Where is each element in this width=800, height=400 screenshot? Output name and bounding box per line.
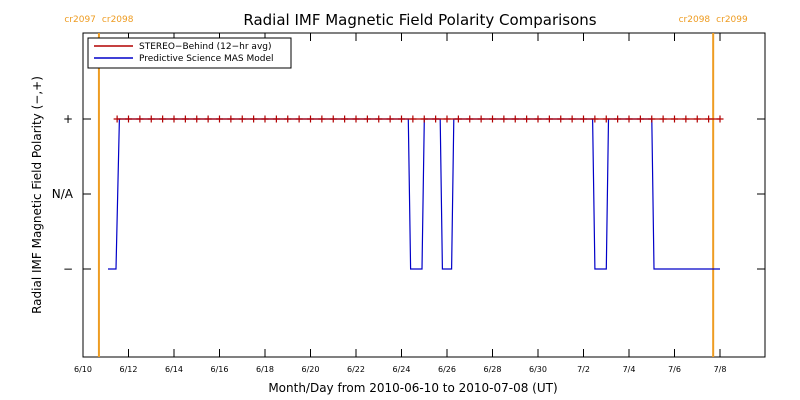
- data-point-marker: [500, 115, 508, 123]
- data-point-marker: [409, 115, 417, 123]
- series-lines: [108, 115, 724, 270]
- x-tick-label: 6/28: [484, 365, 502, 374]
- data-point-marker: [523, 115, 531, 123]
- x-tick-label: 6/12: [120, 365, 138, 374]
- data-point-marker: [318, 115, 326, 123]
- y-tick-label: +: [63, 112, 73, 126]
- x-tick-label: 6/10: [74, 365, 92, 374]
- data-point-marker: [614, 115, 622, 123]
- data-point-marker: [204, 115, 212, 123]
- data-point-marker: [636, 115, 644, 123]
- carrington-label-left: cr2097: [64, 15, 96, 25]
- data-point-marker: [250, 115, 258, 123]
- x-axis: 6/10 6/12 6/14 6/16 6/18 6/20 6/22 6/24 6/26 6/28…: [74, 33, 726, 374]
- x-tick-label: 6/24: [393, 365, 411, 374]
- data-point-marker: [545, 115, 553, 123]
- data-point-marker: [602, 115, 610, 123]
- plot-frame: [82, 32, 766, 358]
- data-point-marker: [295, 115, 303, 123]
- data-point-marker: [648, 115, 656, 123]
- x-tick-label: 6/26: [438, 365, 456, 374]
- legend-box: [87, 37, 292, 69]
- data-point-marker: [352, 115, 360, 123]
- data-point-marker: [147, 115, 155, 123]
- y-axis: + N/A −: [52, 112, 765, 276]
- x-tick-label: 7/2: [577, 365, 590, 374]
- x-tick-label: 6/30: [529, 365, 547, 374]
- x-tick-label: 6/18: [256, 365, 274, 374]
- data-point-marker: [113, 115, 121, 123]
- x-tick-label: 7/4: [623, 365, 636, 374]
- data-point-marker: [227, 115, 235, 123]
- carrington-markers: cr2097 cr2098 cr2098 cr2099: [64, 15, 748, 357]
- data-point-marker: [557, 115, 565, 123]
- data-point-marker: [511, 115, 519, 123]
- data-point-marker: [489, 115, 496, 123]
- x-tick-label: 6/16: [211, 365, 229, 374]
- y-axis-label: Radial IMF Magnetic Field Polarity (−,+): [30, 76, 44, 314]
- carrington-label-right: cr2098: [102, 15, 134, 25]
- legend: STEREO−Behind (12−hr avg) Predictive Scie…: [87, 37, 292, 69]
- x-tick-label: 6/20: [302, 365, 320, 374]
- data-point-marker: [466, 115, 474, 123]
- data-point-marker: [170, 115, 178, 123]
- data-point-marker: [238, 115, 246, 123]
- data-point-marker: [705, 115, 713, 123]
- data-point-marker: [671, 115, 678, 123]
- y-tick-label: N/A: [52, 187, 74, 201]
- data-point-marker: [534, 115, 542, 123]
- data-point-marker: [625, 115, 633, 123]
- data-point-marker: [181, 115, 189, 123]
- data-point-marker: [477, 115, 485, 123]
- data-point-marker: [693, 115, 701, 123]
- data-point-marker: [375, 115, 383, 123]
- data-point-marker: [216, 115, 223, 123]
- x-tick-label: 7/8: [714, 365, 727, 374]
- carrington-label-left: cr2098: [679, 15, 711, 25]
- data-point-marker: [432, 115, 440, 123]
- data-point-marker: [159, 115, 167, 123]
- data-point-marker: [716, 115, 724, 123]
- data-point-marker: [420, 115, 428, 123]
- legend-label: Predictive Science MAS Model: [139, 54, 274, 64]
- data-point-marker: [272, 115, 280, 123]
- data-point-marker: [386, 115, 394, 123]
- x-tick-label: 6/14: [165, 365, 183, 374]
- data-point-marker: [261, 115, 269, 123]
- data-point-marker: [193, 115, 201, 123]
- data-point-marker: [125, 115, 132, 123]
- data-point-marker: [398, 115, 405, 123]
- data-point-marker: [591, 115, 599, 123]
- data-point-marker: [682, 115, 690, 123]
- data-point-marker: [443, 115, 451, 123]
- data-point-marker: [284, 115, 292, 123]
- series-line-model: [108, 118, 720, 270]
- data-point-marker: [659, 115, 667, 123]
- data-point-marker: [568, 115, 576, 123]
- data-point-marker: [136, 115, 144, 123]
- x-tick-label: 6/22: [347, 365, 365, 374]
- legend-label: STEREO−Behind (12−hr avg): [139, 42, 272, 52]
- x-tick-label: 7/6: [668, 365, 681, 374]
- chart-title: Radial IMF Magnetic Field Polarity Compa…: [243, 11, 596, 29]
- data-point-marker: [329, 115, 337, 123]
- data-point-marker: [580, 115, 587, 123]
- carrington-label-right: cr2099: [716, 15, 748, 25]
- y-tick-label: −: [63, 262, 73, 276]
- data-point-marker: [454, 115, 462, 123]
- data-point-marker: [341, 115, 349, 123]
- data-point-marker: [307, 115, 314, 123]
- data-point-marker: [363, 115, 371, 123]
- x-axis-label: Month/Day from 2010-06-10 to 2010-07-08 …: [268, 381, 557, 395]
